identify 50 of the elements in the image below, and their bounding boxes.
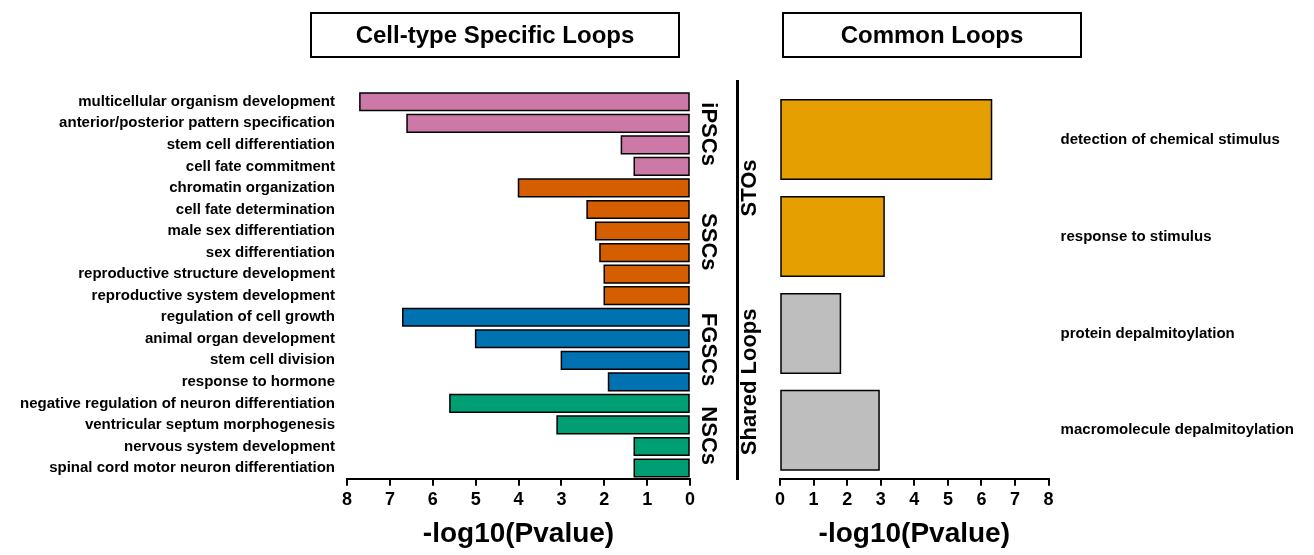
x-tick-label: 7 [1010,488,1021,509]
text: Shared Loops [736,308,762,456]
x-tick-label: 5 [942,488,953,509]
y-tick-label: sex differentiation [205,242,336,260]
x-tick-label: 7 [384,488,395,509]
y-tick-label: chromatin organization [169,178,336,196]
y-tick-label: regulation of cell growth [160,307,336,325]
y-tick-label: stem cell division [209,350,336,368]
x-tick-label: 1 [808,488,819,509]
text: NSCs [696,406,722,466]
x-tick-label: 6 [427,488,438,509]
x-tick-label: 8 [342,488,353,509]
y-tick-label: cell fate determination [175,199,336,217]
chart-title: Cell-type Specific Loops [310,12,680,58]
y-tick-label: spinal cord motor neuron differentiation [49,458,336,476]
y-tick-label: cell fate commitment [185,156,336,174]
x-tick-label: 0 [684,488,696,509]
y-tick-label: multicellular organism development [78,91,336,109]
x-tick-label: 2 [842,488,853,509]
y-tick-label: anterior/posterior pattern specification [59,113,336,131]
y-tick-label: negative regulation of neuron differentiation [20,393,336,411]
x-tick-label: 5 [470,488,481,509]
x-axis-title: -log10(Pvalue) [422,516,615,548]
x-tick-label: 6 [976,488,987,509]
y-tick-label: macromolecule depalmitoylation [1060,420,1295,438]
chart-title: Common Loops [782,12,1082,58]
y-tick-label: ventricular septum morphogenesis [84,415,336,433]
x-tick-label: 3 [875,488,886,509]
x-tick-label: 4 [513,488,524,509]
y-tick-label: nervous system development [124,436,336,454]
text: SSCs [696,213,722,271]
y-tick-label: stem cell differentiation [166,135,336,152]
x-axis-title: -log10(Pvalue) [818,516,1010,548]
y-tick-label: response to stimulus [1060,226,1212,244]
y-tick-label: male sex differentiation [167,221,336,239]
text: FGSCs [696,312,722,387]
x-tick-label: 0 [774,488,786,509]
x-tick-label: 8 [1043,488,1054,509]
x-tick-label: 3 [556,488,567,509]
x-tick-label: 1 [642,488,653,509]
y-tick-label: reproductive system development [91,285,336,303]
text: iPSCs [696,102,722,166]
x-tick-label: 2 [599,488,610,509]
x-tick-label: 4 [909,488,920,509]
y-tick-label: protein depalmitoylation [1060,323,1235,341]
text: STOs [736,159,762,217]
y-tick-label: reproductive structure development [78,264,336,282]
y-tick-label: animal organ development [144,328,336,346]
y-tick-label: detection of chemical stimulus [1060,129,1280,147]
y-tick-label: response to hormone [181,371,336,389]
